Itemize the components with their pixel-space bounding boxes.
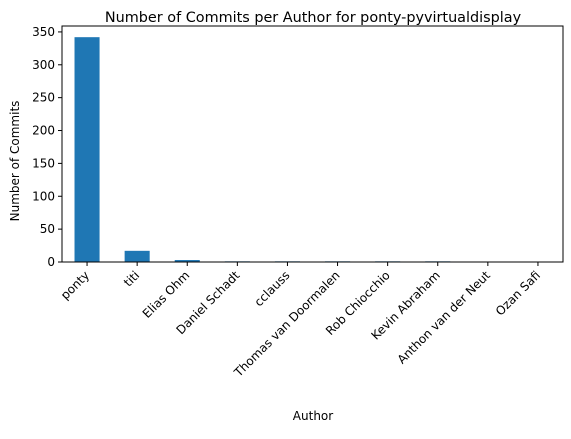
y-tick-label: 200 xyxy=(32,124,55,138)
y-tick-label: 300 xyxy=(32,58,55,72)
y-axis-label: Number of Commits xyxy=(8,101,22,222)
x-tick-label: titi xyxy=(121,268,142,289)
y-tick-label: 50 xyxy=(40,222,55,236)
x-tick-label: ponty xyxy=(58,268,92,302)
x-tick-label: Ozan Safi xyxy=(493,268,543,318)
x-tick-label: Elias Ohm xyxy=(140,268,193,321)
chart-title: Number of Commits per Author for ponty-p… xyxy=(105,10,522,26)
y-axis-ticks: 0 50 100 150 200 250 300 350 xyxy=(32,25,62,269)
y-tick-label: 100 xyxy=(32,189,55,203)
x-tick-label: cclauss xyxy=(252,268,293,309)
y-tick-label: 150 xyxy=(32,156,55,170)
x-tick-label: Anthon van der Neut xyxy=(395,268,494,367)
plot-frame xyxy=(62,26,563,262)
y-tick-label: 350 xyxy=(32,25,55,39)
y-tick-label: 250 xyxy=(32,91,55,105)
x-axis-label: Author xyxy=(293,409,333,423)
bar-ponty xyxy=(75,37,100,262)
y-tick-label: 0 xyxy=(47,255,55,269)
bars-group xyxy=(75,37,451,262)
bar-titi xyxy=(125,251,150,262)
